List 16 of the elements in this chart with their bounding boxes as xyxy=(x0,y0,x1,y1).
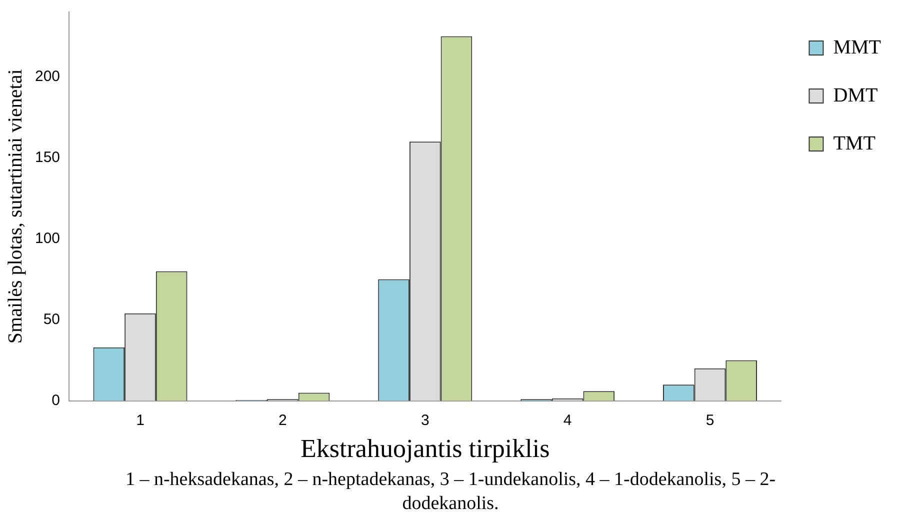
legend-label: TMT xyxy=(833,132,876,154)
x-tick-label: 3 xyxy=(420,412,430,429)
x-tick-label: 1 xyxy=(136,412,144,429)
x-tick-label: 2 xyxy=(278,412,287,429)
y-tick-label: 0 xyxy=(52,392,60,409)
legend-label: DMT xyxy=(833,84,878,106)
x-axis-title: Ekstrahuojantis tirpiklis xyxy=(300,434,550,464)
y-tick-label: 150 xyxy=(34,148,60,166)
y-tick-label: 100 xyxy=(34,230,60,247)
text: 1 – n-heksadekanas, 2 – n-heptadekanas, 3 – 1-undekanolis, 4 – 1-dodekanolis, 5 – 2-dodekanolis. xyxy=(124,468,777,516)
y-tick-label: 50 xyxy=(43,310,60,328)
legend-label: MMT xyxy=(833,36,882,58)
y-tick-label: 200 xyxy=(34,68,60,85)
y-axis-title: Smailės plotas, sutartiniai vienetai xyxy=(4,68,26,344)
x-tick-label: 5 xyxy=(706,412,714,429)
x-tick-label: 4 xyxy=(563,412,572,429)
